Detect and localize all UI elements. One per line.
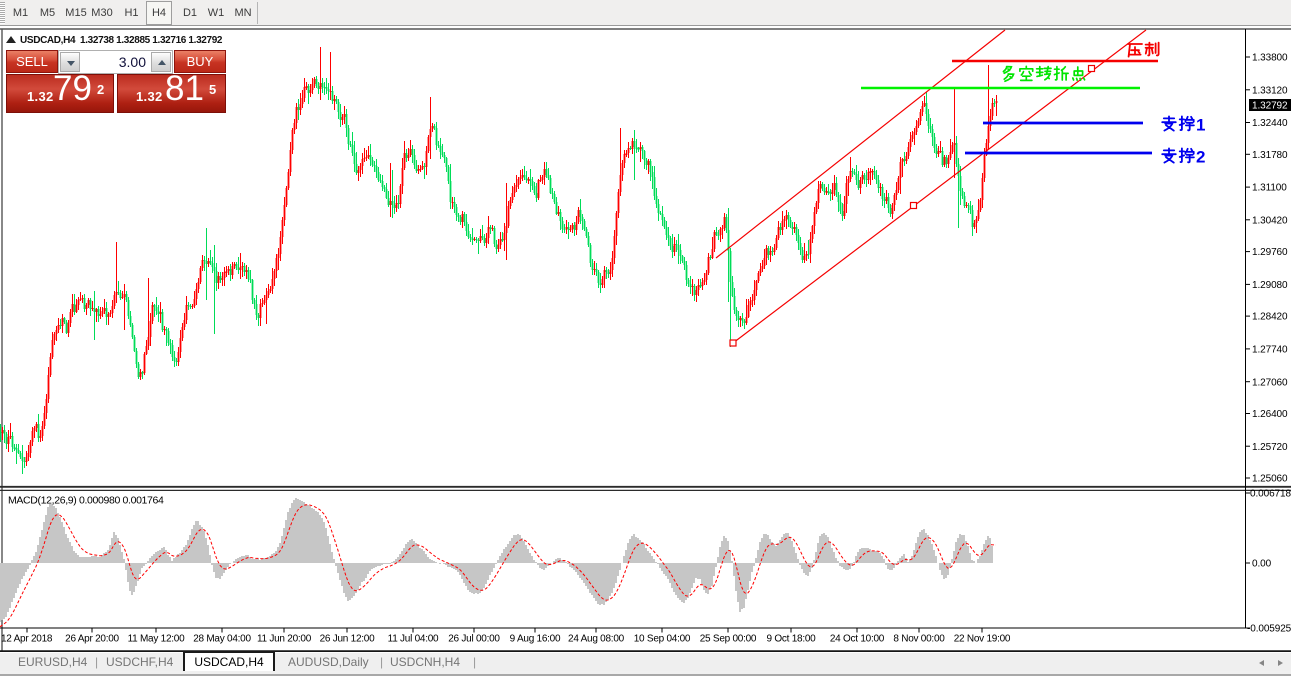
svg-text:11 May 12:00: 11 May 12:00 xyxy=(128,634,186,645)
svg-text:1.30420: 1.30420 xyxy=(1252,215,1288,226)
svg-text:1.27740: 1.27740 xyxy=(1252,345,1288,356)
svg-text:8 Nov 00:00: 8 Nov 00:00 xyxy=(893,634,945,645)
svg-text:1.31100: 1.31100 xyxy=(1252,183,1287,194)
svg-text:-0.005925: -0.005925 xyxy=(1247,624,1291,635)
svg-text:MACD(12,26,9) 0.000980 0.00176: MACD(12,26,9) 0.000980 0.001764 xyxy=(8,495,164,507)
svg-text:26 Jun 12:00: 26 Jun 12:00 xyxy=(320,634,376,645)
svg-text:24 Oct 10:00: 24 Oct 10:00 xyxy=(830,634,885,645)
svg-text:12 Apr 2018: 12 Apr 2018 xyxy=(1,634,53,645)
svg-text:22 Nov 19:00: 22 Nov 19:00 xyxy=(954,634,1011,645)
svg-text:1.28420: 1.28420 xyxy=(1252,312,1288,323)
svg-text:28 May 04:00: 28 May 04:00 xyxy=(193,634,251,645)
svg-text:1.32792: 1.32792 xyxy=(1252,101,1288,112)
svg-text:1.27060: 1.27060 xyxy=(1252,377,1288,388)
svg-text:2: 2 xyxy=(1196,148,1205,167)
svg-text:1: 1 xyxy=(1196,116,1205,135)
svg-text:1.26400: 1.26400 xyxy=(1252,409,1288,420)
svg-text:1.29760: 1.29760 xyxy=(1252,247,1288,258)
svg-text:1.31780: 1.31780 xyxy=(1252,150,1288,161)
svg-text:10 Sep 04:00: 10 Sep 04:00 xyxy=(634,634,691,645)
svg-text:9 Aug 16:00: 9 Aug 16:00 xyxy=(510,634,561,645)
svg-text:0.006718: 0.006718 xyxy=(1250,489,1291,500)
svg-text:0.00: 0.00 xyxy=(1252,559,1272,570)
svg-text:9 Oct 18:00: 9 Oct 18:00 xyxy=(767,634,817,645)
svg-text:11 Jun 20:00: 11 Jun 20:00 xyxy=(257,634,312,645)
svg-text:26 Apr 20:00: 26 Apr 20:00 xyxy=(65,634,119,645)
svg-text:1.33800: 1.33800 xyxy=(1252,53,1288,64)
svg-text:1.32440: 1.32440 xyxy=(1252,118,1288,129)
svg-text:1.25060: 1.25060 xyxy=(1252,474,1288,485)
svg-text:1.33120: 1.33120 xyxy=(1252,85,1288,96)
svg-text:25 Sep 00:00: 25 Sep 00:00 xyxy=(700,634,757,645)
svg-text:11 Jul 04:00: 11 Jul 04:00 xyxy=(388,634,439,645)
svg-text:1.25720: 1.25720 xyxy=(1252,442,1288,453)
svg-text:24 Aug 08:00: 24 Aug 08:00 xyxy=(568,634,625,645)
svg-text:26 Jul 00:00: 26 Jul 00:00 xyxy=(448,634,500,645)
svg-text:1.29080: 1.29080 xyxy=(1252,280,1288,291)
